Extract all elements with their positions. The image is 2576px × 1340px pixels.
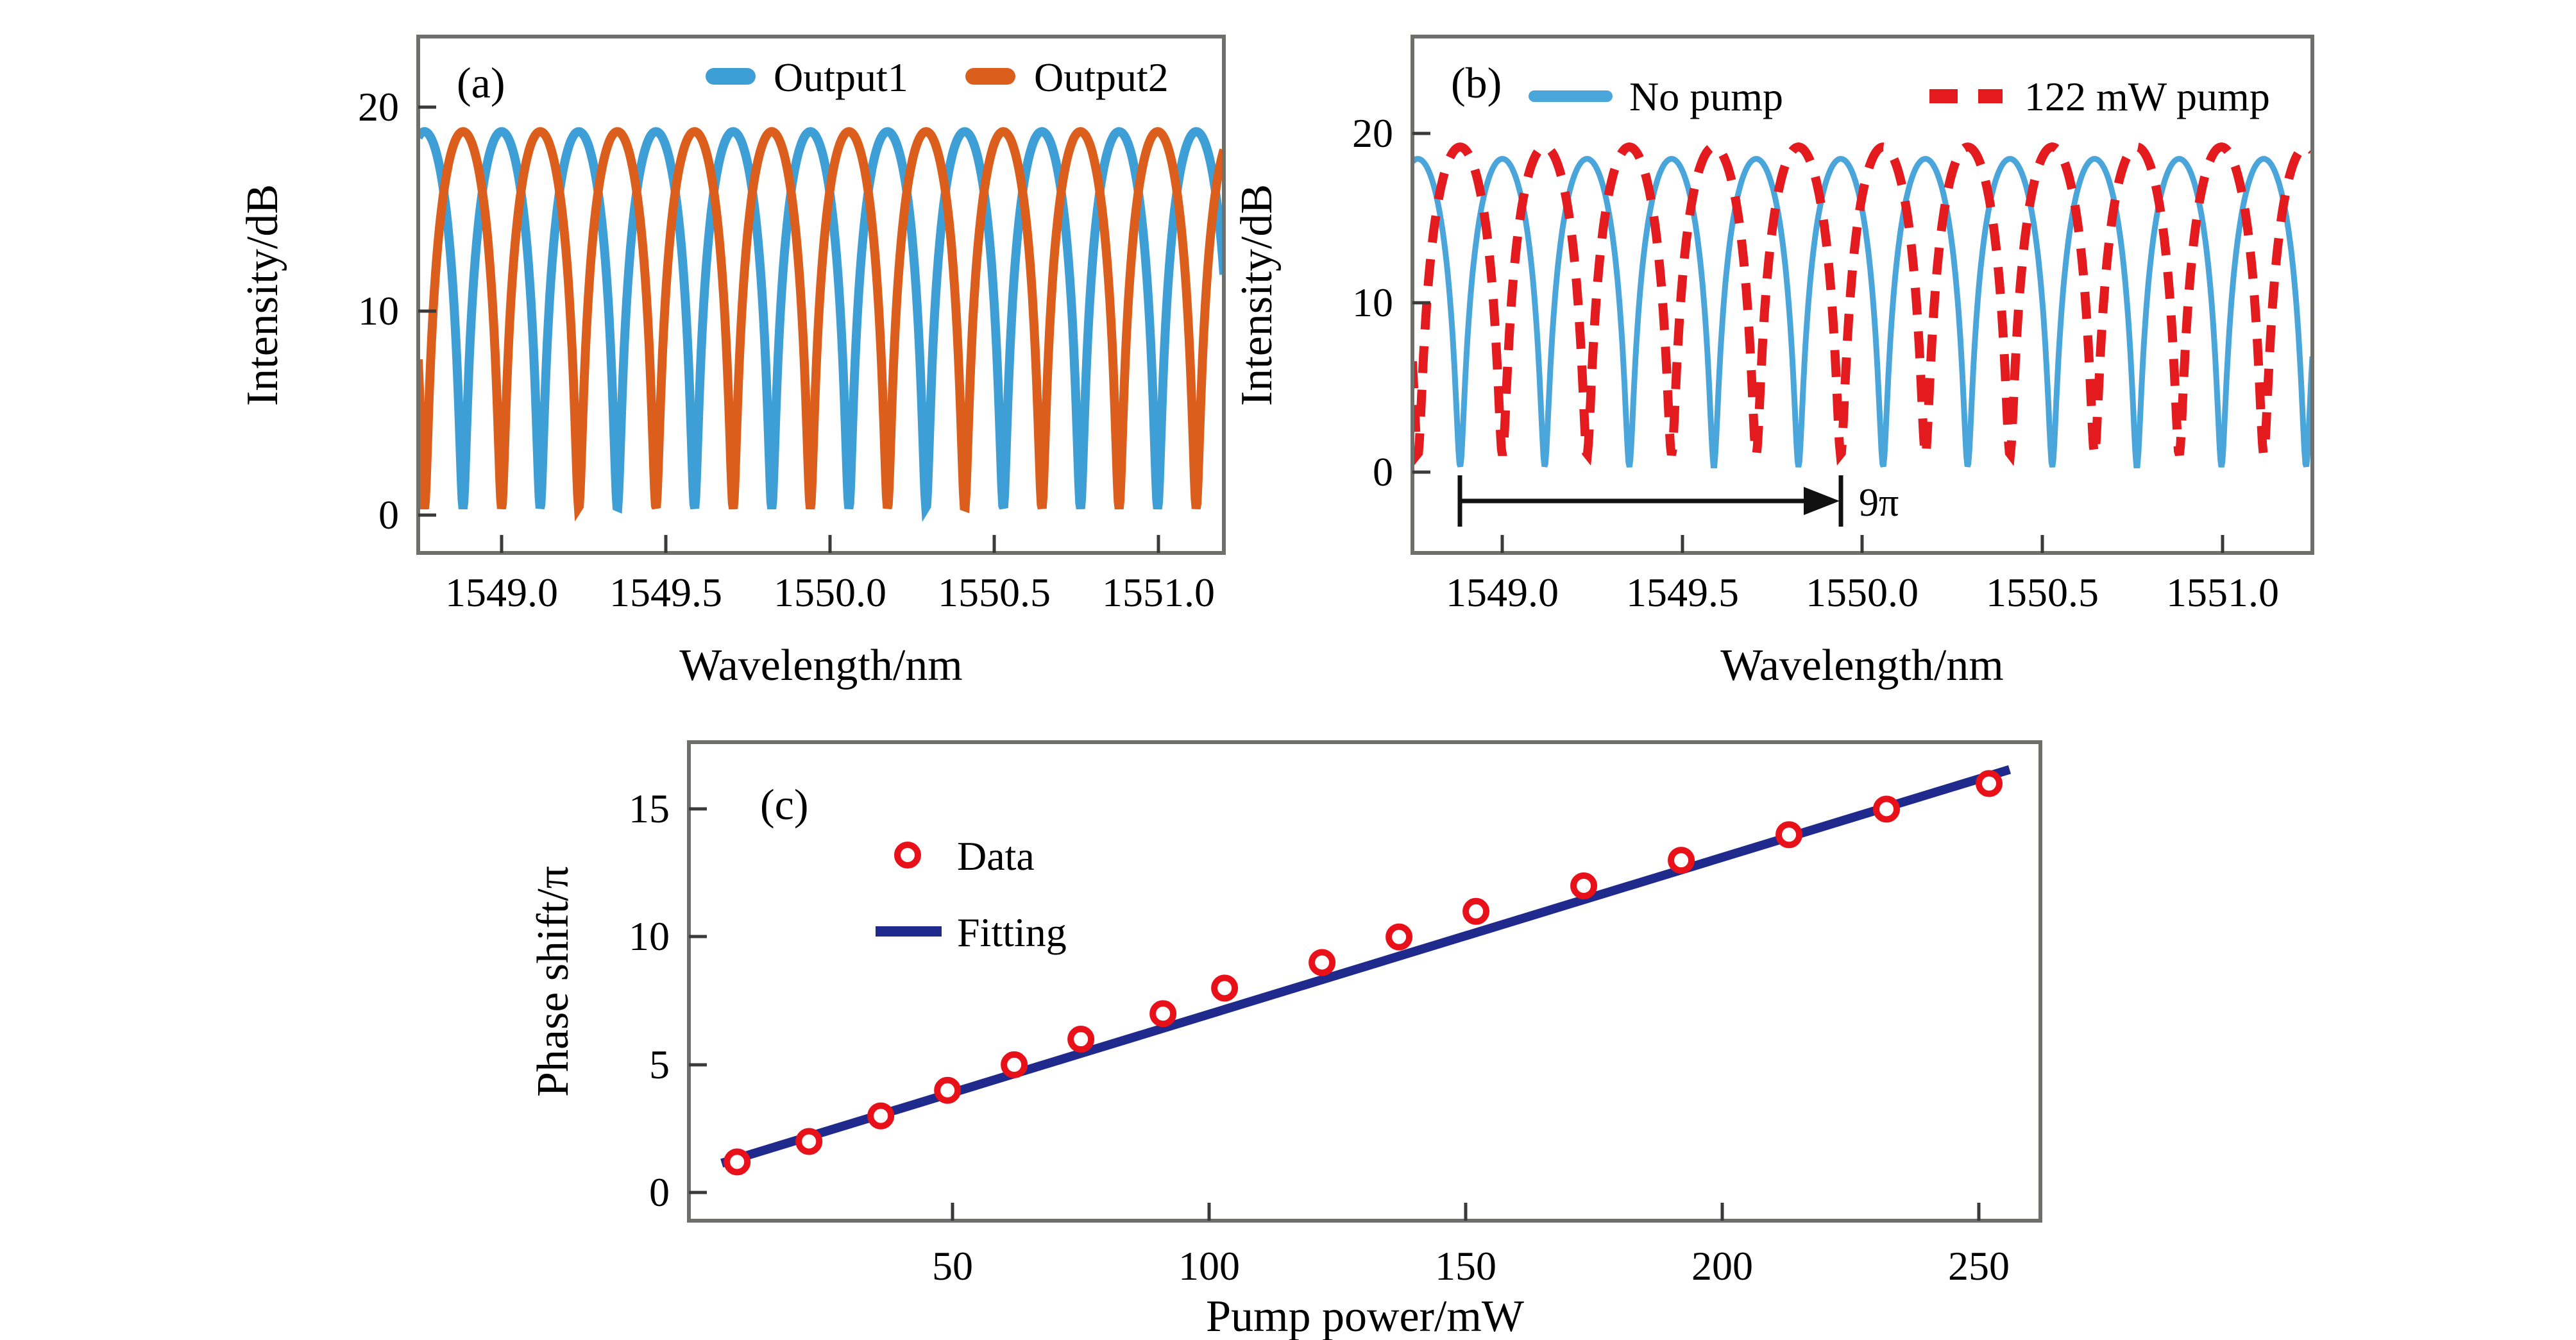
panel-b-y-tick-label: 0 bbox=[1373, 449, 1393, 495]
data-point bbox=[795, 1128, 823, 1155]
panel-a-y-axis-label: Intensity/dB bbox=[238, 184, 287, 406]
panel-a-x-tick-label: 1549.0 bbox=[445, 570, 558, 615]
data-point bbox=[1385, 923, 1413, 951]
data-point bbox=[1149, 1000, 1177, 1028]
data-point bbox=[1309, 949, 1336, 976]
panel-a-curves bbox=[418, 127, 1224, 522]
data-legend-label: Data bbox=[957, 833, 1035, 879]
panel-c-legend: Data Fitting bbox=[876, 833, 1067, 955]
panel-c-y-tick-label: 10 bbox=[629, 913, 670, 959]
panel-c-x-tick-label: 100 bbox=[1178, 1243, 1240, 1289]
data-point bbox=[724, 1148, 751, 1176]
panel-a-x-tick-label: 1549.5 bbox=[609, 570, 722, 615]
data-point bbox=[1976, 770, 2003, 797]
data-point bbox=[1570, 872, 1598, 899]
output1-legend-label: Output1 bbox=[774, 55, 908, 100]
fitting-legend-label: Fitting bbox=[957, 910, 1067, 955]
annotation-arrowhead-icon bbox=[1804, 487, 1840, 515]
panel-b-label: (b) bbox=[1451, 58, 1502, 107]
data-legend-marker bbox=[894, 842, 921, 869]
data-point bbox=[1462, 897, 1490, 925]
output2-legend-label: Output2 bbox=[1034, 55, 1169, 100]
data-point bbox=[1873, 795, 1901, 823]
no-pump-curve bbox=[1412, 156, 2312, 469]
panel-a-plot-box bbox=[416, 35, 1226, 555]
pump-legend-label: 122 mW pump bbox=[2024, 74, 2270, 119]
panel-b-y-tick-label: 10 bbox=[1352, 280, 1393, 325]
panel-c-x-tick-label: 50 bbox=[932, 1243, 973, 1289]
data-point bbox=[1001, 1051, 1028, 1078]
panel-a-x-tick-label: 1550.0 bbox=[774, 570, 886, 615]
panel-b-curves bbox=[1412, 142, 2312, 469]
panel-a-x-tick-label: 1551.0 bbox=[1102, 570, 1215, 615]
data-point bbox=[1775, 821, 1803, 849]
panel-a-y-tick-label: 0 bbox=[378, 492, 399, 538]
panel-b-y-tick-label: 20 bbox=[1352, 110, 1393, 156]
output1-legend-swatch bbox=[706, 68, 756, 85]
panel-c: 50 100 150 200 250 0 5 10 15 Pump power/… bbox=[529, 740, 2042, 1340]
panel-b-x-tick-label: 1549.5 bbox=[1626, 570, 1739, 615]
panel-a-label: (a) bbox=[457, 58, 505, 107]
panel-b-x-axis-label: Wavelength/nm bbox=[1720, 641, 2003, 690]
panel-b-x-tick-label: 1551.0 bbox=[2166, 570, 2279, 615]
data-point bbox=[934, 1076, 962, 1104]
panel-c-y-tick-label: 15 bbox=[629, 786, 670, 831]
panel-a-legend: Output1 Output2 bbox=[706, 55, 1169, 100]
phase-shift-annotation: 9π bbox=[1457, 475, 1899, 527]
panel-a: 1549.0 1549.5 1550.0 1550.5 1551.0 0 10 … bbox=[238, 35, 1226, 690]
panel-c-x-tick-label: 250 bbox=[1948, 1243, 2010, 1289]
panel-b-x-tick-label: 1549.0 bbox=[1446, 570, 1559, 615]
data-point bbox=[1211, 974, 1239, 1002]
panel-a-y-tick-label: 20 bbox=[358, 84, 399, 130]
output2-legend-swatch bbox=[965, 68, 1015, 85]
122-mw-pump-curve bbox=[1412, 142, 2312, 466]
panel-b-x-tick-label: 1550.0 bbox=[1806, 570, 1919, 615]
panel-b-y-axis-label: Intensity/dB bbox=[1232, 184, 1282, 406]
output1-curve bbox=[418, 127, 1224, 522]
panel-c-y-tick-label: 5 bbox=[649, 1042, 670, 1087]
data-point bbox=[867, 1102, 895, 1130]
panel-c-label: (c) bbox=[760, 780, 808, 829]
annotation-9pi-label: 9π bbox=[1859, 481, 1899, 525]
panel-c-plot-box bbox=[687, 740, 2042, 1223]
output2-curve bbox=[418, 127, 1224, 522]
panel-a-y-tick-label: 10 bbox=[358, 288, 399, 334]
no-pump-legend-label: No pump bbox=[1629, 74, 1783, 119]
panel-c-x-axis-label: Pump power/mW bbox=[1206, 1292, 1524, 1340]
panel-c-x-tick-label: 150 bbox=[1435, 1243, 1496, 1289]
data-point bbox=[1067, 1026, 1095, 1053]
panel-c-curves bbox=[720, 765, 2012, 1176]
panel-b-x-tick-label: 1550.5 bbox=[1986, 570, 2099, 615]
panel-b: 1549.0 1549.5 1550.0 1550.5 1551.0 0 10 … bbox=[1232, 35, 2314, 690]
panel-a-x-axis-label: Wavelength/nm bbox=[679, 641, 962, 690]
panel-c-y-tick-label: 0 bbox=[649, 1169, 670, 1215]
panel-c-x-tick-label: 200 bbox=[1691, 1243, 1753, 1289]
panel-c-y-axis-label: Phase shift/π bbox=[529, 866, 578, 1097]
fitting-line bbox=[720, 765, 2012, 1168]
panel-a-x-tick-label: 1550.5 bbox=[938, 570, 1051, 615]
panel-b-legend: No pump 122 mW pump bbox=[1529, 74, 2270, 119]
data-point bbox=[1668, 847, 1695, 874]
